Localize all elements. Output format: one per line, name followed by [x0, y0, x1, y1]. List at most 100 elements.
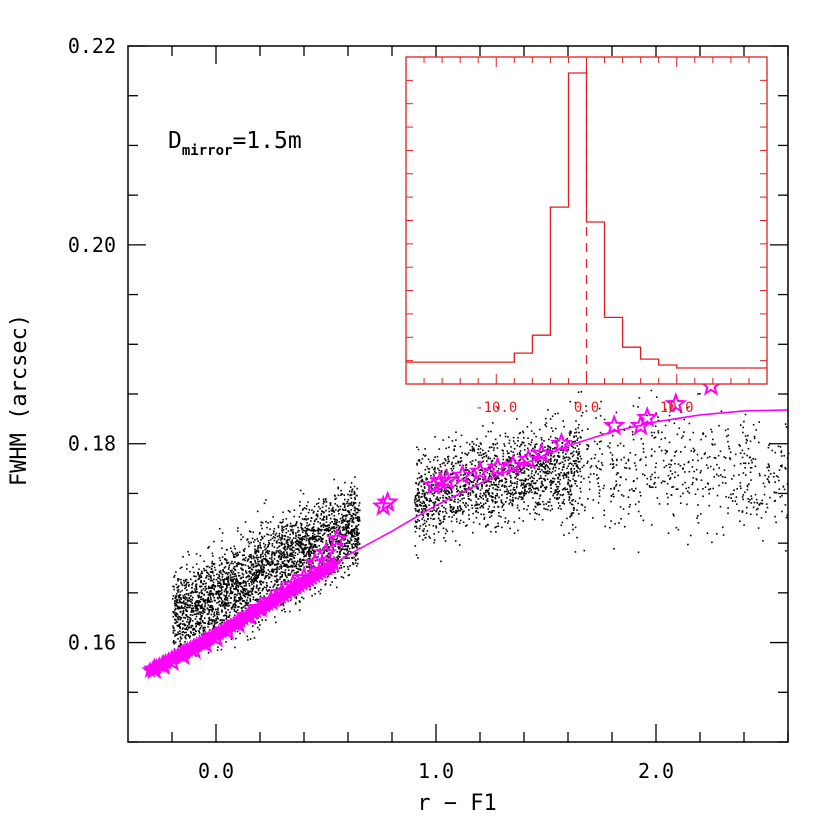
scatter-point — [189, 600, 191, 602]
scatter-point — [572, 499, 574, 501]
scatter-point — [303, 538, 306, 541]
scatter-point — [531, 439, 533, 441]
scatter-point — [232, 579, 234, 582]
scatter-point — [225, 612, 228, 615]
scatter-point — [536, 502, 538, 505]
scatter-point — [538, 501, 540, 504]
scatter-point — [593, 457, 596, 459]
scatter-point — [307, 534, 310, 537]
scatter-point — [724, 476, 726, 479]
scatter-point — [523, 508, 525, 510]
scatter-point — [707, 483, 709, 485]
scatter-point — [534, 518, 536, 521]
scatter-point — [468, 518, 470, 520]
scatter-point — [586, 444, 588, 446]
scatter-point — [516, 462, 519, 465]
scatter-point — [286, 545, 289, 548]
scatter-point — [218, 604, 221, 606]
scatter-point — [765, 503, 768, 505]
scatter-point — [537, 453, 540, 455]
scatter-point — [504, 521, 506, 523]
scatter-point — [269, 564, 271, 566]
scatter-point — [488, 493, 490, 496]
scatter-point — [265, 560, 267, 562]
scatter-point — [175, 592, 178, 595]
scatter-point — [232, 581, 234, 583]
scatter-point — [702, 432, 704, 434]
scatter-point — [461, 490, 463, 492]
scatter-point — [324, 498, 327, 500]
scatter-point — [247, 580, 249, 583]
scatter-point — [485, 524, 488, 527]
scatter-point — [452, 511, 455, 513]
scatter-point — [185, 628, 188, 630]
scatter-point — [212, 562, 214, 565]
scatter-point — [554, 464, 556, 466]
scatter-point — [496, 442, 499, 445]
scatter-point — [312, 545, 315, 547]
scatter-point — [201, 572, 204, 575]
scatter-point — [720, 410, 723, 412]
scatter-point — [575, 428, 577, 431]
scatter-point — [666, 450, 668, 452]
scatter-point — [418, 491, 420, 494]
scatter-point — [242, 606, 245, 608]
scatter-point — [257, 589, 260, 592]
scatter-point — [237, 580, 239, 583]
scatter-point — [561, 494, 563, 497]
scatter-point — [494, 526, 496, 529]
scatter-point — [348, 504, 350, 506]
scatter-point — [534, 512, 537, 514]
scatter-point — [708, 455, 711, 458]
scatter-point — [336, 535, 339, 537]
scatter-point — [290, 529, 292, 532]
scatter-point — [765, 511, 767, 513]
scatter-point — [357, 509, 359, 512]
scatter-point — [350, 502, 353, 504]
scatter-point — [742, 431, 744, 434]
scatter-point — [234, 588, 237, 591]
scatter-point — [553, 478, 556, 480]
scatter-point — [244, 580, 247, 583]
scatter-point — [455, 431, 457, 433]
scatter-point — [229, 589, 232, 591]
scatter-point — [287, 566, 289, 569]
scatter-point — [295, 522, 298, 524]
scatter-point — [459, 509, 461, 512]
scatter-point — [426, 499, 429, 501]
scatter-point — [207, 625, 209, 628]
scatter-point — [461, 498, 463, 500]
scatter-point — [336, 551, 338, 553]
scatter-point — [305, 530, 307, 533]
scatter-point — [295, 540, 298, 543]
scatter-point — [191, 604, 194, 607]
scatter-point — [433, 459, 435, 461]
scatter-point — [327, 552, 330, 555]
scatter-point — [487, 480, 490, 482]
scatter-point — [311, 549, 314, 551]
scatter-point — [569, 462, 571, 464]
scatter-point — [442, 521, 445, 523]
scatter-point — [238, 597, 241, 599]
scatter-point — [212, 626, 215, 629]
scatter-point — [610, 520, 612, 522]
scatter-point — [564, 488, 567, 491]
scatter-point — [508, 492, 511, 494]
scatter-point — [358, 518, 361, 521]
scatter-point — [449, 474, 452, 476]
scatter-point — [305, 532, 307, 535]
scatter-point — [686, 503, 688, 506]
scatter-point — [332, 547, 334, 549]
scatter-point — [549, 501, 551, 503]
scatter-point — [495, 531, 497, 533]
scatter-point — [462, 474, 465, 476]
scatter-point — [211, 608, 214, 610]
scatter-point — [777, 476, 779, 478]
scatter-point — [216, 591, 219, 593]
scatter-point — [600, 400, 602, 403]
scatter-point — [727, 507, 729, 509]
scatter-point — [501, 480, 503, 482]
scatter-point — [265, 555, 267, 557]
scatter-point — [692, 481, 694, 484]
scatter-point — [338, 551, 341, 553]
